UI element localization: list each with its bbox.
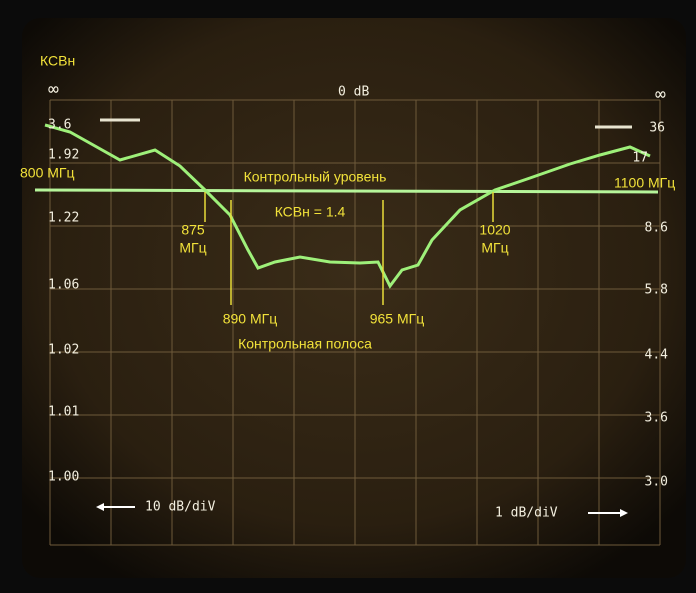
footer-label: 10 dB/diV bbox=[145, 500, 216, 515]
annotation: 1020 bbox=[479, 222, 510, 238]
scale-label: 3.0 bbox=[645, 475, 668, 490]
scale-label: 5.8 bbox=[645, 283, 668, 298]
annotation: МГц bbox=[179, 240, 206, 256]
scale-label: 1.22 bbox=[48, 211, 79, 226]
scale-label: 1.02 bbox=[48, 343, 79, 358]
annotation: 965 МГц bbox=[370, 311, 425, 327]
annotation: 1100 МГц bbox=[614, 175, 675, 191]
scale-label: 17 bbox=[632, 151, 648, 166]
scale-label: 4.4 bbox=[645, 348, 669, 363]
scale-label: 1.01 bbox=[48, 405, 79, 420]
scale-label: 8.6 bbox=[645, 221, 668, 236]
screen bbox=[22, 18, 686, 578]
arrow-head bbox=[620, 509, 628, 517]
annotation: 890 МГц bbox=[223, 311, 278, 327]
annotation: 800 МГц bbox=[20, 165, 75, 181]
scale-label: 36 bbox=[649, 121, 665, 136]
infinity: ∞ bbox=[655, 84, 666, 105]
scale-label: 1.06 bbox=[48, 278, 79, 293]
scale-label: 1.92 bbox=[48, 148, 79, 163]
left-scale: 3.6 1.92 1.22 1.06 1.02 1.01 1.00 bbox=[48, 118, 79, 485]
infinity: ∞ bbox=[48, 79, 59, 100]
footer-label: 1 dB/diV bbox=[495, 506, 558, 521]
arrow-head bbox=[96, 503, 104, 511]
annotation: Контрольная полоса bbox=[238, 336, 372, 352]
annotation: 875 bbox=[181, 222, 205, 238]
vswr-trace bbox=[44, 123, 651, 289]
annotation: КСВн = 1.4 bbox=[275, 204, 346, 220]
right-scale: 36 17 8.6 5.8 4.4 3.6 3.0 bbox=[632, 121, 668, 490]
scale-label: 1.00 bbox=[48, 470, 79, 485]
scale-label: 3.6 bbox=[645, 411, 668, 426]
annotation: МГц bbox=[481, 240, 508, 256]
markers bbox=[204, 192, 494, 305]
zero-db: 0 dB bbox=[338, 85, 369, 100]
annotation: Контрольный уровень bbox=[244, 169, 387, 185]
reference-line bbox=[34, 188, 659, 194]
scale-label: 3.6 bbox=[48, 118, 71, 133]
unit-label: КСВн bbox=[40, 53, 75, 69]
